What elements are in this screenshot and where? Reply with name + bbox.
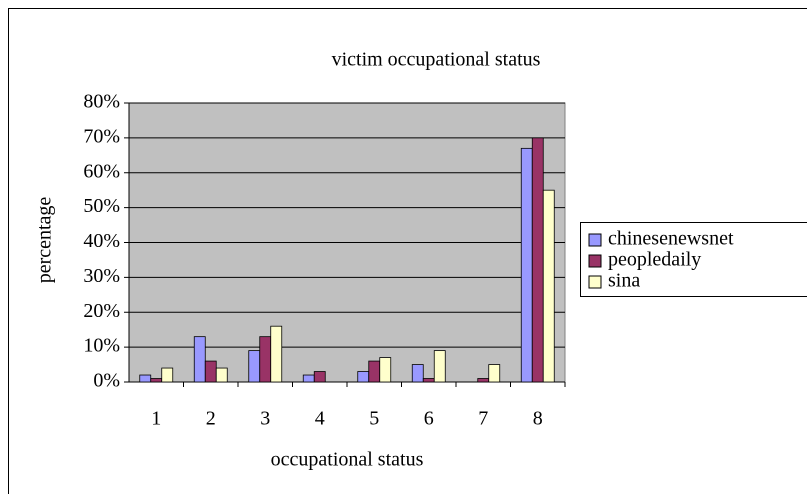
chart-title: victim occupational status [332, 49, 541, 71]
bar [150, 378, 163, 383]
bar [259, 336, 272, 383]
bar [204, 360, 217, 383]
bar [422, 378, 435, 383]
legend-swatch [588, 275, 602, 289]
y-tick-label: 80% [83, 91, 120, 113]
y-tick-label: 50% [83, 195, 120, 217]
legend-box [580, 222, 807, 297]
bar [488, 364, 501, 383]
bar [270, 325, 283, 383]
y-tick-label: 0% [93, 370, 120, 392]
bar [477, 378, 490, 383]
bar [161, 367, 174, 383]
bar [542, 189, 555, 383]
bar [531, 137, 544, 383]
y-axis-label: percentage [34, 197, 56, 284]
legend-label: chinesenewsnet [608, 228, 734, 250]
x-tick-label: 8 [533, 408, 543, 430]
bar [379, 357, 392, 383]
legend-label: sina [608, 270, 640, 292]
x-tick-label: 2 [206, 408, 216, 430]
x-tick-label: 3 [260, 408, 270, 430]
x-tick-label: 7 [478, 408, 488, 430]
bar [368, 360, 381, 383]
y-tick-label: 60% [83, 160, 120, 182]
y-tick-label: 40% [83, 230, 120, 252]
y-tick-label: 70% [83, 125, 120, 147]
bar [139, 374, 152, 383]
legend-swatch [588, 254, 602, 268]
y-tick-label: 10% [83, 335, 120, 357]
bar [520, 147, 533, 383]
y-tick-label: 20% [83, 300, 120, 322]
bar [302, 374, 315, 383]
y-tick-label: 30% [83, 265, 120, 287]
x-tick-label: 1 [151, 408, 161, 430]
x-tick-label: 5 [369, 408, 379, 430]
legend-label: peopledaily [608, 249, 701, 271]
bar [411, 364, 424, 383]
x-tick-label: 4 [315, 408, 325, 430]
x-axis-label: occupational status [271, 449, 424, 471]
bar [215, 367, 228, 383]
bar [248, 350, 261, 383]
bar [313, 371, 326, 383]
bar [193, 336, 206, 383]
bar [433, 350, 446, 383]
x-tick-label: 6 [424, 408, 434, 430]
bar [357, 371, 370, 383]
legend-swatch [588, 233, 602, 247]
